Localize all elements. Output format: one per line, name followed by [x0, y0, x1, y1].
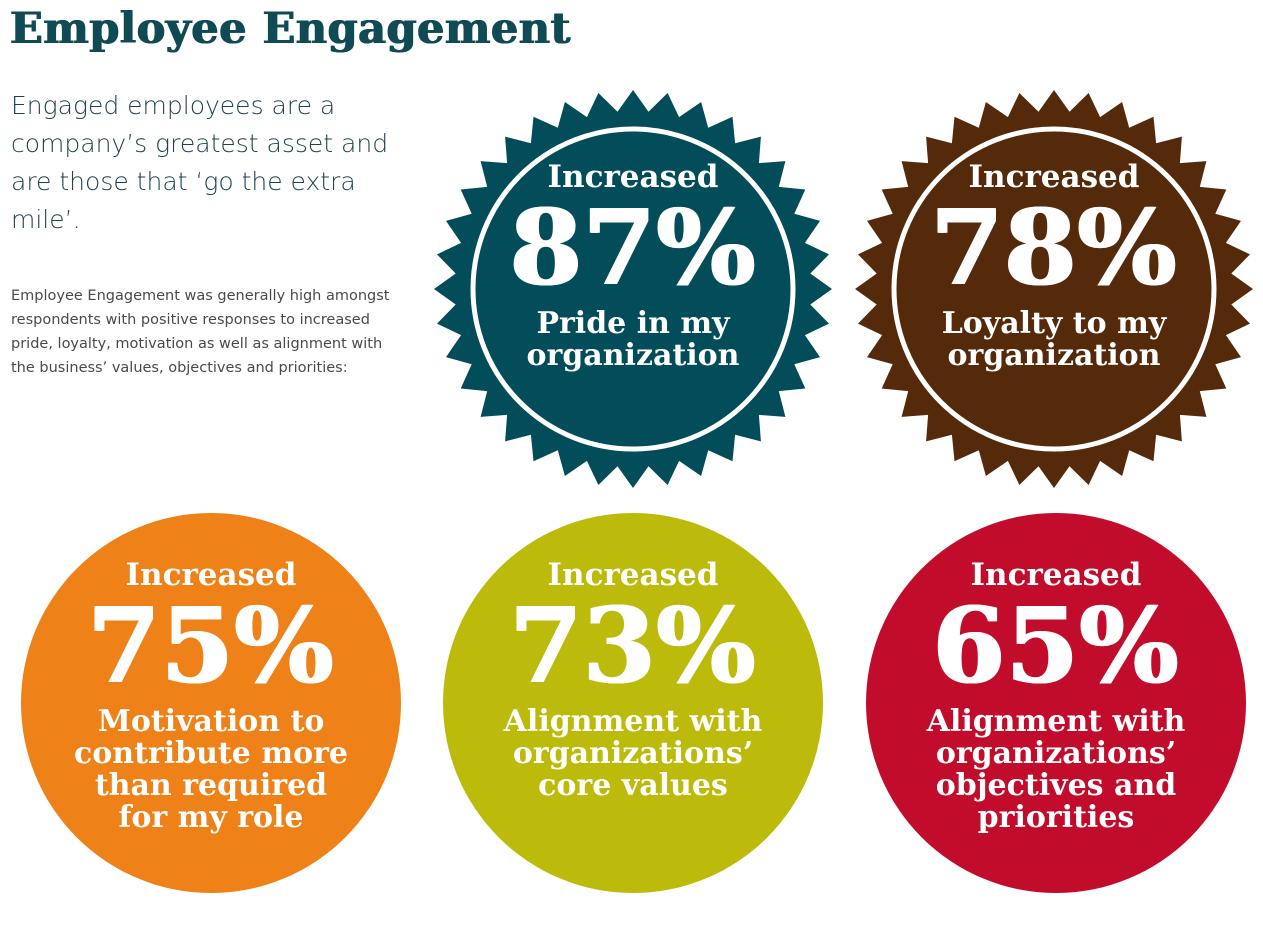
- badge-label-top: Increased: [547, 159, 719, 195]
- badge-caption: Motivation to contribute more than requi…: [74, 704, 348, 835]
- badge-percent: 65%: [932, 584, 1180, 707]
- badge-percent: 75%: [87, 584, 335, 707]
- badge-caption: Alignment with organizations’ objectives…: [926, 704, 1186, 835]
- badge-percent: 87%: [509, 186, 757, 309]
- starburst-shape: [855, 90, 1253, 488]
- badge-caption: Pride in my organization: [526, 306, 740, 373]
- circle-shape: [866, 513, 1246, 893]
- badge-caption: Alignment with organizations’ core value…: [503, 704, 763, 803]
- circle-shape: [443, 513, 823, 893]
- badge-label-top: Increased: [970, 557, 1142, 593]
- badge-loyalty: Increased 78% Loyalty to my organization: [853, 88, 1255, 490]
- page-title: Employee Engagement: [10, 4, 571, 54]
- starburst-shape: [434, 90, 832, 488]
- badge-label-top: Increased: [547, 557, 719, 593]
- badge-objectives: Increased 65% Alignment with organizatio…: [865, 512, 1247, 894]
- circle-shape: [21, 513, 401, 893]
- lead-paragraph: Engaged employees are a company’s greate…: [11, 91, 389, 234]
- body-paragraph: Employee Engagement was generally high a…: [11, 288, 390, 376]
- badge-percent: 78%: [930, 186, 1178, 309]
- badge-percent: 73%: [509, 584, 757, 707]
- badge-label-top: Increased: [968, 159, 1140, 195]
- badge-label-top: Increased: [125, 557, 297, 593]
- badge-caption: Loyalty to my organization: [941, 306, 1167, 373]
- badge-pride: Increased 87% Pride in my organization: [432, 88, 834, 490]
- badge-motivation: Increased 75% Motivation to contribute m…: [20, 512, 402, 894]
- badge-core-values: Increased 73% Alignment with organizatio…: [442, 512, 824, 894]
